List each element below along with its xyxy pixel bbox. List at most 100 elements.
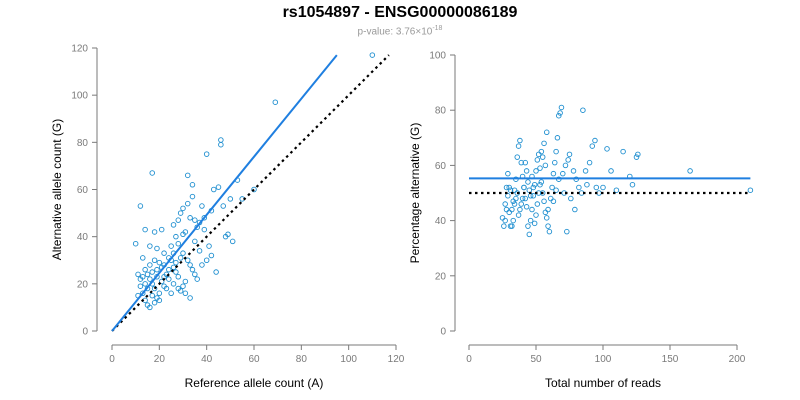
- left-data-point: [168, 290, 174, 297]
- left-data-point: [175, 217, 182, 223]
- right-data-point: [522, 159, 529, 166]
- right-data-point: [608, 168, 614, 174]
- right-data-point: [525, 223, 531, 229]
- left-data-point: [187, 262, 193, 268]
- right-x-tick-label: 0: [466, 354, 472, 365]
- right-data-point: [586, 159, 593, 166]
- right-data-point: [506, 184, 512, 191]
- right-data-point: [522, 195, 529, 202]
- right-data-point: [507, 187, 514, 193]
- left-data-point: [156, 290, 163, 297]
- left-y-tick-label: 100: [71, 91, 88, 102]
- left-data-point: [180, 231, 186, 238]
- left-y-tick-label: 80: [77, 138, 89, 149]
- left-data-point: [208, 252, 215, 259]
- left-data-point: [184, 172, 191, 179]
- left-data-point: [163, 285, 170, 292]
- right-data-point: [502, 201, 508, 207]
- right-data-point: [502, 217, 508, 224]
- left-data-point: [184, 200, 191, 207]
- left-data-point: [149, 170, 155, 176]
- right-data-point: [515, 212, 522, 218]
- right-data-point: [542, 209, 549, 216]
- left-data-point: [154, 266, 160, 273]
- left-data-point: [369, 52, 376, 58]
- left-data-point: [201, 226, 208, 233]
- right-data-point: [523, 204, 530, 210]
- left-x-tick-label: 80: [296, 354, 308, 365]
- right-data-point: [511, 201, 518, 207]
- right-y-tick-label: 0: [440, 327, 446, 338]
- right-data-point: [517, 137, 523, 144]
- left-data-point: [189, 193, 196, 200]
- right-data-point: [531, 220, 538, 227]
- right-data-point: [521, 184, 527, 191]
- left-data-point: [192, 271, 198, 278]
- right-x-axis-label: Total number of reads: [545, 376, 661, 390]
- right-data-point: [747, 187, 754, 193]
- left-data-point: [147, 304, 153, 311]
- left-data-point: [151, 299, 158, 306]
- left-data-point: [132, 240, 139, 247]
- right-data-point: [589, 143, 596, 149]
- right-y-tick-label: 100: [429, 51, 446, 62]
- right-data-point: [526, 187, 533, 193]
- left-data-point: [199, 262, 205, 268]
- left-data-point: [154, 245, 160, 252]
- left-data-point: [184, 257, 191, 264]
- right-data-point: [518, 159, 525, 166]
- right-data-point: [564, 228, 570, 235]
- left-data-point: [180, 250, 186, 256]
- right-data-point: [565, 157, 571, 163]
- left-data-point: [192, 238, 198, 245]
- left-data-point: [187, 215, 193, 221]
- left-data-point: [137, 283, 144, 289]
- left-data-point: [142, 226, 148, 233]
- left-data-point: [225, 231, 231, 238]
- left-data-point: [187, 295, 193, 301]
- right-data-point: [539, 190, 546, 196]
- left-data-point: [140, 274, 146, 280]
- left-data-point: [137, 203, 144, 209]
- right-data-point: [538, 179, 545, 185]
- left-data-point: [194, 276, 200, 282]
- left-data-point: [147, 276, 153, 282]
- left-data-point: [218, 141, 224, 148]
- left-data-point: [182, 290, 189, 297]
- right-data-point: [558, 104, 565, 111]
- right-data-point: [533, 212, 539, 218]
- left-data-point: [220, 203, 226, 209]
- left-data-point: [151, 229, 158, 235]
- left-x-tick-label: 100: [340, 354, 357, 365]
- left-y-tick-label: 120: [71, 44, 88, 55]
- right-data-point: [534, 201, 541, 207]
- left-fit-line: [111, 54, 338, 332]
- right-data-point: [593, 184, 600, 191]
- right-data-point: [557, 110, 563, 116]
- left-data-point: [144, 271, 151, 278]
- right-data-point: [530, 193, 537, 199]
- right-data-point: [514, 154, 520, 160]
- right-data-point: [503, 184, 510, 191]
- right-data-point: [499, 215, 506, 221]
- right-data-point: [515, 143, 522, 149]
- right-data-point: [505, 170, 511, 177]
- left-data-point: [211, 186, 217, 193]
- left-data-point: [170, 264, 177, 271]
- left-data-point: [173, 259, 179, 266]
- right-data-point: [533, 168, 539, 174]
- chart-title: rs1054897 - ENSG00000086189: [282, 4, 518, 21]
- right-data-point: [510, 198, 516, 205]
- right-data-point: [526, 231, 533, 238]
- right-data-point: [629, 181, 636, 188]
- left-data-point: [149, 269, 155, 275]
- right-data-point: [510, 217, 516, 224]
- right-data-point: [633, 154, 640, 160]
- right-data-point: [523, 168, 530, 174]
- left-data-point: [166, 266, 172, 273]
- left-data-point: [175, 240, 182, 247]
- left-x-axis-label: Reference allele count (A): [185, 376, 324, 390]
- right-data-point: [543, 215, 550, 221]
- left-data-point: [142, 281, 148, 287]
- left-x-tick-label: 120: [388, 354, 405, 365]
